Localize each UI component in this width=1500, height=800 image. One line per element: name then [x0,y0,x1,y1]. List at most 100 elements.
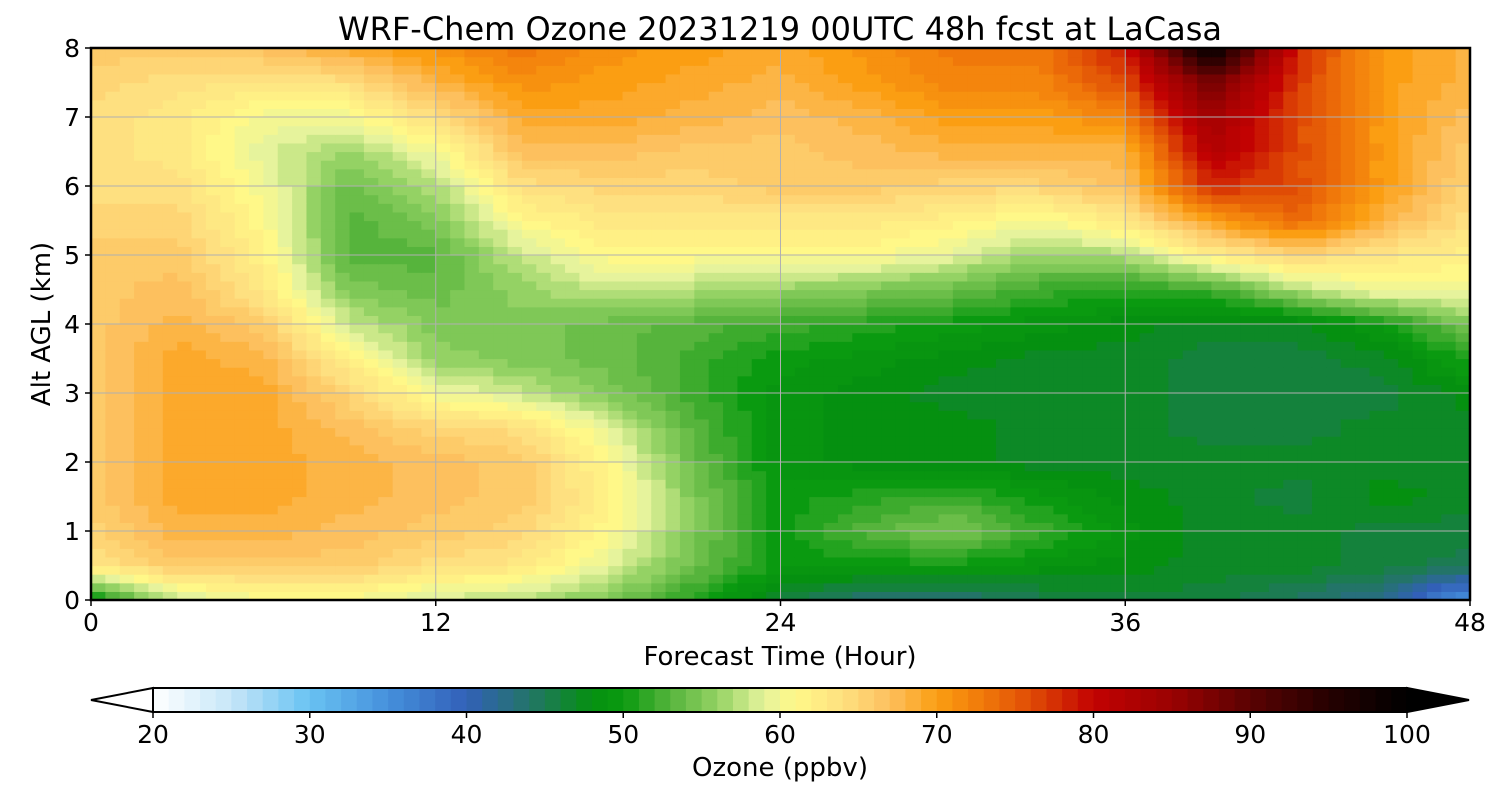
heatmap-cell [952,479,968,489]
heatmap-cell [1225,496,1241,506]
heatmap-cell [349,444,365,454]
heatmap-cell [134,367,150,377]
heatmap-cell [177,531,193,541]
heatmap-cell [1254,332,1270,342]
heatmap-cell [651,531,667,541]
heatmap-cell [622,522,638,532]
heatmap-cell [536,418,552,429]
heatmap-cell [1082,401,1098,411]
heatmap-cell [1110,315,1126,325]
heatmap-cell [608,203,624,213]
heatmap-cell [177,332,193,342]
heatmap-cell [1340,427,1356,437]
heatmap-cell [134,505,150,515]
heatmap-cell [608,444,624,454]
heatmap-cell [1311,151,1327,161]
heatmap-cell [249,177,264,187]
heatmap-cell [1024,591,1040,601]
heatmap-cell [636,513,652,523]
heatmap-cell [119,496,135,506]
heatmap-cell [234,289,250,299]
heatmap-cell [1455,306,1471,316]
heatmap-cell [507,393,523,403]
heatmap-cell [995,289,1011,299]
heatmap-cell [234,444,250,454]
heatmap-cell [981,565,997,575]
heatmap-cell [105,289,121,299]
heatmap-cell [1197,393,1213,403]
heatmap-cell [1455,246,1471,256]
heatmap-cell [249,272,264,282]
heatmap-cell [1168,220,1184,230]
heatmap-cell [938,427,954,437]
heatmap-cell [1254,487,1270,498]
heatmap-cell [320,462,336,472]
heatmap-cell [636,444,652,454]
heatmap-cell [895,487,911,498]
heatmap-cell [1168,548,1184,558]
heatmap-cell [1426,186,1442,196]
heatmap-cell [1369,522,1385,532]
heatmap-cell [1067,565,1083,575]
heatmap-cell [665,539,681,549]
heatmap-cell [478,401,494,411]
heatmap-cell [694,375,710,385]
heatmap-cell [780,513,796,523]
heatmap-cell [335,479,351,489]
heatmap-cell [1455,513,1471,523]
heatmap-cell [292,280,308,291]
heatmap-cell [823,453,839,463]
heatmap-cell [1225,229,1241,239]
heatmap-cell [737,556,753,567]
heatmap-cell [924,487,940,498]
heatmap-cell [292,194,308,204]
heatmap-cell [967,237,983,247]
heatmap-cell [1139,263,1155,273]
heatmap-cell [694,237,710,247]
heatmap-cell [1053,211,1069,222]
heatmap-cell [1039,298,1055,308]
heatmap-cell [277,177,293,187]
heatmap-cell [723,177,738,187]
heatmap-cell [1455,539,1471,549]
heatmap-cell [378,315,394,325]
heatmap-cell [349,401,365,411]
heatmap-cell [852,272,868,282]
heatmap-cell [723,591,738,601]
heatmap-cell [363,324,379,334]
heatmap-cell [679,513,695,523]
heatmap-cell [306,160,322,170]
heatmap-cell [694,160,710,170]
heatmap-cell [306,358,322,368]
heatmap-cell [464,505,480,515]
heatmap-cell [320,444,336,454]
heatmap-cell [1340,574,1356,584]
heatmap-cell [794,220,810,230]
heatmap-cell [780,375,796,385]
heatmap-cell [1297,375,1313,385]
heatmap-cell [723,237,738,247]
heatmap-cell [665,237,681,247]
heatmap-cell [1297,531,1313,541]
heatmap-cell [593,358,609,368]
heatmap-cell [1139,237,1155,247]
heatmap-cell [1254,582,1270,592]
heatmap-cell [1355,479,1371,489]
heatmap-cell [737,194,753,204]
heatmap-cell [909,444,925,454]
heatmap-cell [1326,211,1342,222]
heatmap-cell [837,177,853,187]
heatmap-cell [220,186,236,196]
heatmap-cell [306,229,322,239]
heatmap-cell [1211,263,1227,273]
heatmap-cell [1398,487,1414,498]
heatmap-cell [952,186,968,196]
heatmap-cell [277,582,293,592]
heatmap-cell [608,548,624,558]
heatmap-cell [292,496,308,506]
heatmap-cell [205,505,221,515]
heatmap-cell [1182,487,1198,498]
heatmap-cell [1441,574,1457,584]
heatmap-cell [1412,220,1428,230]
heatmap-cell [665,324,681,334]
